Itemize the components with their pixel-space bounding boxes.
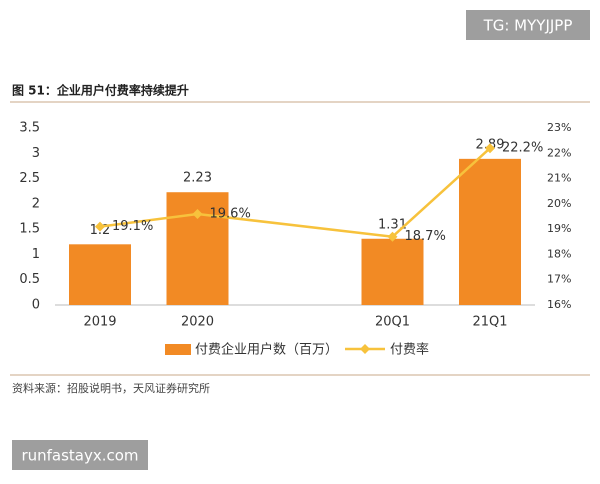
- y2-tick-label: 18%: [547, 247, 571, 260]
- y2-tick-label: 21%: [547, 172, 571, 185]
- y-tick-label: 3: [32, 146, 40, 161]
- y2-tick-label: 22%: [547, 146, 571, 159]
- y-tick-label: 0.5: [19, 272, 40, 287]
- data-label: 19.1%: [112, 219, 153, 234]
- y-tick-label: 1.5: [19, 222, 40, 237]
- y2-tick-label: 19%: [547, 222, 571, 235]
- legend-label: 付费率: [390, 342, 429, 358]
- bar: [361, 238, 424, 305]
- y2-tick-label: 16%: [547, 298, 571, 311]
- y-tick-label: 3.5: [19, 121, 40, 136]
- line-marker: [387, 231, 398, 242]
- y-tick-label: 0: [32, 298, 40, 313]
- y-tick-label: 2.5: [19, 171, 40, 186]
- y2-tick-label: 20%: [547, 197, 571, 210]
- legend-swatch: [360, 344, 370, 354]
- data-label: 19.6%: [210, 206, 251, 221]
- line: [99, 147, 491, 239]
- legend-label: 付费企业用户数（百万）: [195, 342, 338, 358]
- data-label: 18.7%: [405, 229, 446, 244]
- data-label: 22.2%: [502, 141, 543, 156]
- x-tick-label: 20Q1: [375, 315, 410, 330]
- watermark-box: [466, 10, 590, 40]
- legend-swatch: [165, 344, 191, 355]
- y2-tick-label: 23%: [547, 121, 571, 134]
- line-marker: [485, 143, 495, 154]
- y-tick-label: 2: [32, 196, 40, 211]
- x-tick-label: 2019: [83, 315, 116, 330]
- bar: [459, 158, 521, 305]
- x-tick-label: 2020: [181, 315, 214, 330]
- y2-tick-label: 17%: [547, 273, 571, 286]
- watermark: TG: MYYJJPP: [483, 17, 573, 35]
- line-marker: [95, 221, 105, 232]
- watermark: runfastayx.com: [21, 447, 138, 465]
- watermark-box: [12, 440, 148, 470]
- x-tick-label: 21Q1: [472, 315, 507, 330]
- data-label: 1.31: [378, 217, 407, 232]
- source-note: 资料来源：招股说明书，天风证券研究所: [12, 381, 210, 395]
- bar: [69, 244, 131, 305]
- data-label: 2.23: [183, 171, 212, 186]
- line-marker: [192, 208, 203, 219]
- y-tick-label: 1: [32, 247, 40, 262]
- chart-title: 图 51：企业用户付费率持续提升: [12, 83, 189, 98]
